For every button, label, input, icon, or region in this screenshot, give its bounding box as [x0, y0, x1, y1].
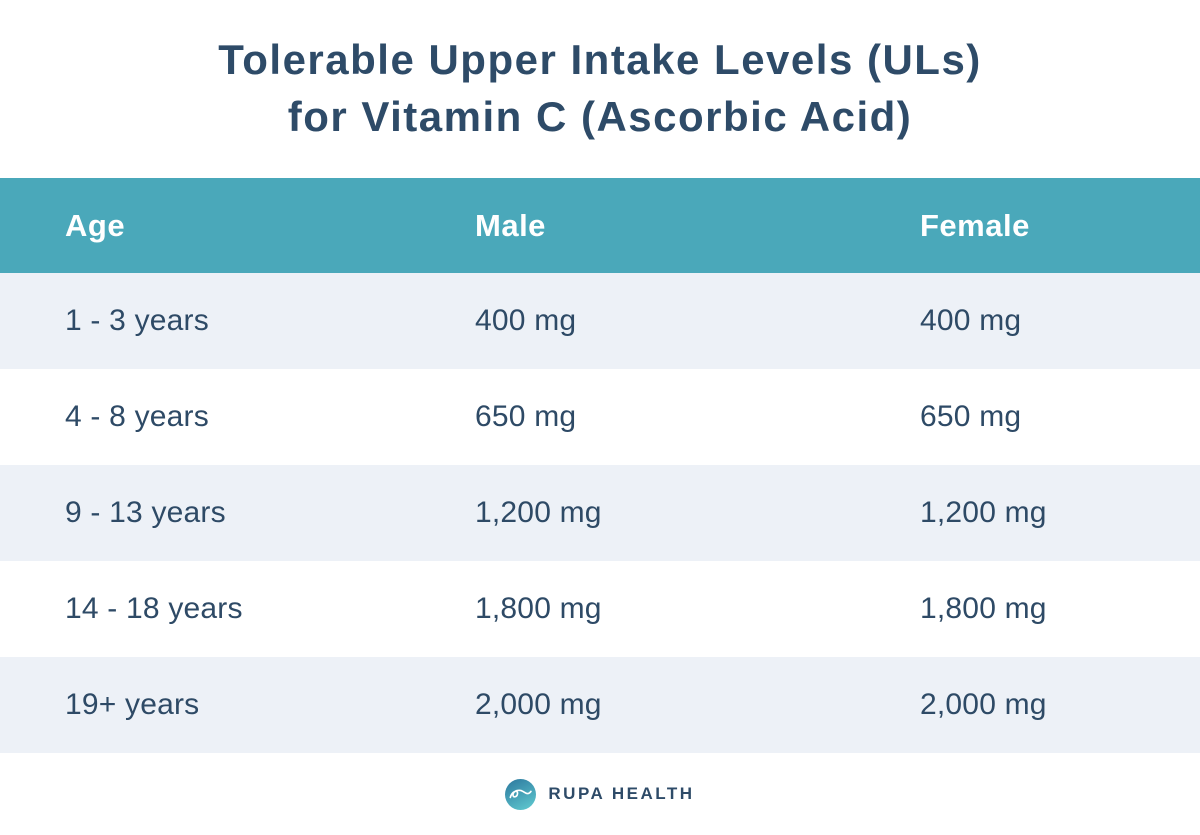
- age-cell: 1 - 3 years: [65, 304, 209, 337]
- age-cell: 14 - 18 years: [65, 592, 243, 625]
- female-value-cell: 2,000 mg: [920, 688, 1047, 721]
- age-cell: 4 - 8 years: [65, 400, 209, 433]
- title-block: Tolerable Upper Intake Levels (ULs) for …: [0, 0, 1200, 178]
- male-value-cell: 1,200 mg: [475, 496, 602, 529]
- column-header-age: Age: [65, 207, 126, 243]
- female-value-cell: 400 mg: [920, 304, 1022, 337]
- male-value-cell: 400 mg: [475, 304, 577, 337]
- male-value-cell: 2,000 mg: [475, 688, 602, 721]
- table-row: 14 - 18 years 1,800 mg 1,800 mg: [0, 561, 1200, 657]
- page-title-line-1: Tolerable Upper Intake Levels (ULs): [218, 36, 982, 84]
- table-row: 4 - 8 years 650 mg 650 mg: [0, 369, 1200, 465]
- table-row: 19+ years 2,000 mg 2,000 mg: [0, 657, 1200, 753]
- table-row: 1 - 3 years 400 mg 400 mg: [0, 273, 1200, 369]
- age-cell: 19+ years: [65, 688, 200, 721]
- female-value-cell: 650 mg: [920, 400, 1022, 433]
- table-row: 9 - 13 years 1,200 mg 1,200 mg: [0, 465, 1200, 561]
- column-header-male: Male: [475, 207, 546, 243]
- brand-name: RUPA HEALTH: [548, 784, 695, 803]
- page-title-line-2: for Vitamin C (Ascorbic Acid): [287, 93, 913, 140]
- female-value-cell: 1,800 mg: [920, 592, 1047, 625]
- column-header-female: Female: [920, 207, 1030, 243]
- rupa-wave-icon: [505, 778, 537, 810]
- footer: RUPA HEALTH: [0, 753, 1200, 835]
- male-value-cell: 1,800 mg: [475, 592, 602, 625]
- rupa-health-logo: RUPA HEALTH: [505, 778, 695, 810]
- table-header-row: Age Male Female: [0, 178, 1200, 273]
- male-value-cell: 650 mg: [475, 400, 577, 433]
- vitamin-c-ul-table: Age Male Female 1 - 3 years 400 mg 400 m…: [0, 178, 1200, 753]
- age-cell: 9 - 13 years: [65, 496, 226, 529]
- female-value-cell: 1,200 mg: [920, 496, 1047, 529]
